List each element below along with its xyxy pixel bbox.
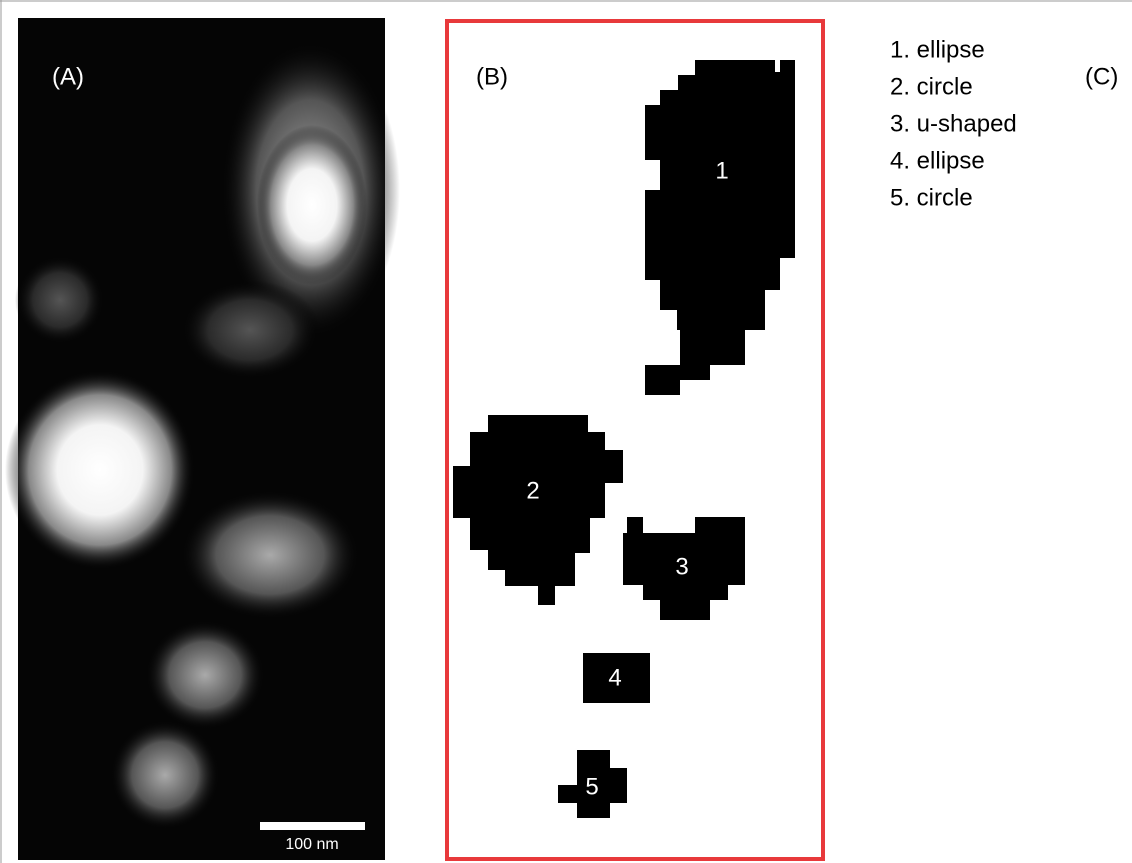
blob	[257, 125, 367, 285]
blob	[15, 255, 105, 345]
blob	[145, 620, 265, 730]
blob	[110, 720, 220, 830]
list-item: 5. circle	[890, 184, 973, 211]
panel-a: (A) 100 nm	[5, 18, 400, 860]
segment-label: 4	[608, 664, 621, 691]
segment-label: 1	[715, 157, 728, 184]
segment-label: 2	[526, 477, 539, 504]
panel-label: (B)	[476, 63, 508, 90]
list-item: 1. ellipse	[890, 36, 985, 63]
scale-bar-label: 100 nm	[285, 836, 338, 853]
blob	[180, 280, 320, 380]
figure: (A) 100 nm (B) 1 2 3 4 5 (C) 1. ellipse …	[0, 0, 1132, 863]
list-item: 3. u-shaped	[890, 110, 1017, 137]
list-item: 4. ellipse	[890, 147, 985, 174]
panel-c: (C) 1. ellipse 2. circle 3. u-shaped 4. …	[890, 36, 1118, 211]
blob	[180, 490, 360, 620]
panel-b: (B) 1 2 3 4 5	[447, 21, 823, 859]
segment-label: 5	[585, 773, 598, 800]
list-item: 2. circle	[890, 73, 973, 100]
blob	[5, 370, 195, 570]
panel-label: (A)	[52, 63, 84, 90]
scale-bar	[260, 822, 365, 830]
panel-label: (C)	[1085, 63, 1118, 90]
segment-label: 3	[675, 553, 688, 580]
